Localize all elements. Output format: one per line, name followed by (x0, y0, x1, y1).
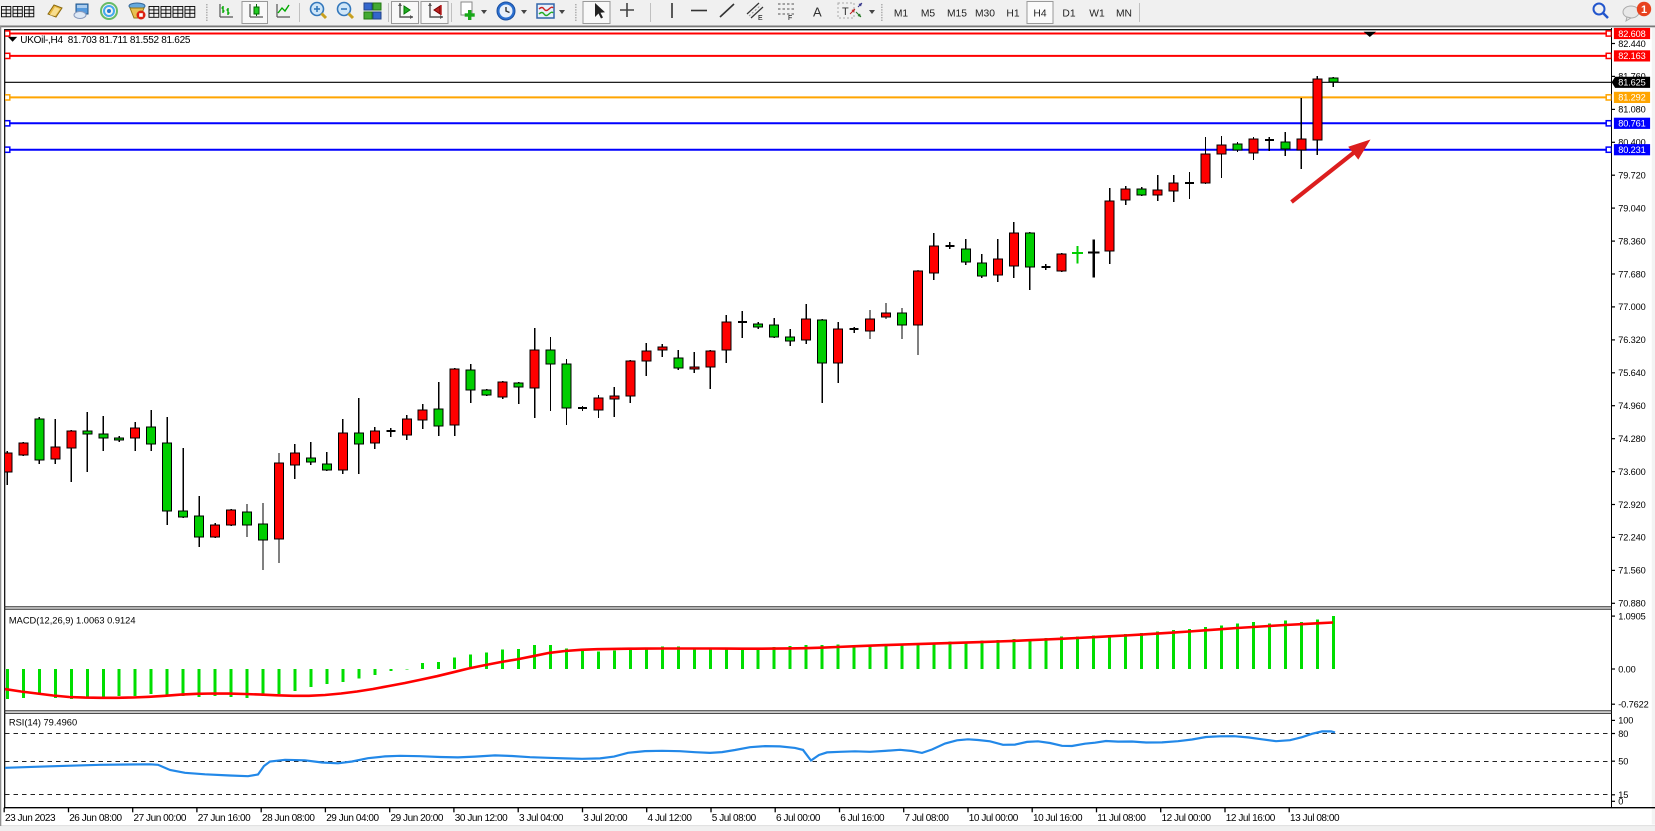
svg-text:12 Jul 16:00: 12 Jul 16:00 (1226, 813, 1276, 824)
svg-text:M15: M15 (947, 9, 967, 20)
svg-text:26 Jun 08:00: 26 Jun 08:00 (69, 813, 122, 824)
svg-text:27 Jun 16:00: 27 Jun 16:00 (198, 813, 251, 824)
svg-text:81.625: 81.625 (1618, 78, 1646, 88)
svg-text:MN: MN (1116, 9, 1132, 20)
svg-text:M5: M5 (921, 9, 936, 20)
svg-text:29 Jun 04:00: 29 Jun 04:00 (326, 813, 379, 824)
svg-text:28 Jun 08:00: 28 Jun 08:00 (262, 813, 315, 824)
svg-text:75.640: 75.640 (1618, 368, 1646, 378)
svg-text:M1: M1 (894, 9, 909, 20)
svg-text:6 Jul 16:00: 6 Jul 16:00 (840, 813, 885, 824)
svg-text:W1: W1 (1089, 9, 1105, 20)
svg-text:23 Jun 2023: 23 Jun 2023 (5, 813, 56, 824)
svg-text:29 Jun 20:00: 29 Jun 20:00 (391, 813, 444, 824)
svg-text:10 Jul 16:00: 10 Jul 16:00 (1033, 813, 1083, 824)
svg-text:MACD(12,26,9) 1.0063 0.9124: MACD(12,26,9) 1.0063 0.9124 (9, 616, 136, 626)
svg-text:81.760: 81.760 (1618, 72, 1646, 82)
svg-text:H4: H4 (1033, 9, 1046, 20)
svg-text:3 Jul 20:00: 3 Jul 20:00 (583, 813, 628, 824)
svg-text:F: F (788, 15, 792, 22)
svg-text:1: 1 (1641, 4, 1647, 16)
svg-text:12 Jul 00:00: 12 Jul 00:00 (1162, 813, 1212, 824)
svg-text:79.040: 79.040 (1618, 203, 1646, 213)
svg-text:7 Jul 08:00: 7 Jul 08:00 (905, 813, 950, 824)
svg-text:5 Jul 08:00: 5 Jul 08:00 (712, 813, 757, 824)
svg-text:71.560: 71.560 (1618, 566, 1646, 576)
svg-text:13 Jul 08:00: 13 Jul 08:00 (1290, 813, 1340, 824)
svg-text:UKOil-,H4 81.703 81.711 81.55: UKOil-,H4 81.703 81.711 81.552 81.625 (20, 35, 191, 46)
svg-text:82.163: 82.163 (1618, 51, 1646, 61)
svg-text:80.761: 80.761 (1618, 119, 1646, 129)
svg-text:50: 50 (1618, 757, 1628, 767)
svg-text:10 Jul 00:00: 10 Jul 00:00 (969, 813, 1019, 824)
svg-text:79.720: 79.720 (1618, 171, 1646, 181)
svg-text:82.608: 82.608 (1618, 29, 1646, 39)
svg-text:76.320: 76.320 (1618, 335, 1646, 345)
svg-text:0: 0 (1618, 797, 1623, 807)
svg-text:82.440: 82.440 (1618, 39, 1646, 49)
svg-text:74.280: 74.280 (1618, 434, 1646, 444)
svg-text:80.231: 80.231 (1618, 145, 1646, 155)
svg-text:100: 100 (1618, 716, 1633, 726)
svg-text:15: 15 (1618, 790, 1628, 800)
svg-text:70.880: 70.880 (1618, 599, 1646, 609)
svg-text:78.360: 78.360 (1618, 236, 1646, 246)
svg-text:0.00: 0.00 (1618, 664, 1635, 674)
svg-text:3 Jul 04:00: 3 Jul 04:00 (519, 813, 564, 824)
svg-text:1.0905: 1.0905 (1618, 611, 1646, 621)
svg-text:M30: M30 (975, 9, 995, 20)
svg-text:-0.7622: -0.7622 (1618, 700, 1648, 710)
svg-text:80.400: 80.400 (1618, 138, 1646, 148)
svg-text:T: T (842, 6, 849, 18)
svg-text:77.680: 77.680 (1618, 269, 1646, 279)
svg-text:72.240: 72.240 (1618, 533, 1646, 543)
svg-text:27 Jun 00:00: 27 Jun 00:00 (134, 813, 187, 824)
svg-text:81.080: 81.080 (1618, 105, 1646, 115)
svg-text:RSI(14) 79.4960: RSI(14) 79.4960 (9, 718, 77, 728)
svg-text:77.000: 77.000 (1618, 302, 1646, 312)
svg-text:11 Jul 08:00: 11 Jul 08:00 (1097, 813, 1146, 824)
svg-text:72.920: 72.920 (1618, 500, 1646, 510)
svg-text:30 Jun 12:00: 30 Jun 12:00 (455, 813, 508, 824)
svg-text:4 Jul 12:00: 4 Jul 12:00 (648, 813, 693, 824)
svg-text:E: E (758, 15, 763, 22)
svg-text:A: A (813, 5, 822, 20)
svg-text:73.600: 73.600 (1618, 467, 1646, 477)
svg-text:74.960: 74.960 (1618, 401, 1646, 411)
svg-text:81.292: 81.292 (1618, 93, 1646, 103)
svg-text:80: 80 (1618, 729, 1628, 739)
svg-text:H1: H1 (1006, 9, 1019, 20)
svg-text:D1: D1 (1062, 9, 1075, 20)
svg-text:6 Jul 00:00: 6 Jul 00:00 (776, 813, 821, 824)
